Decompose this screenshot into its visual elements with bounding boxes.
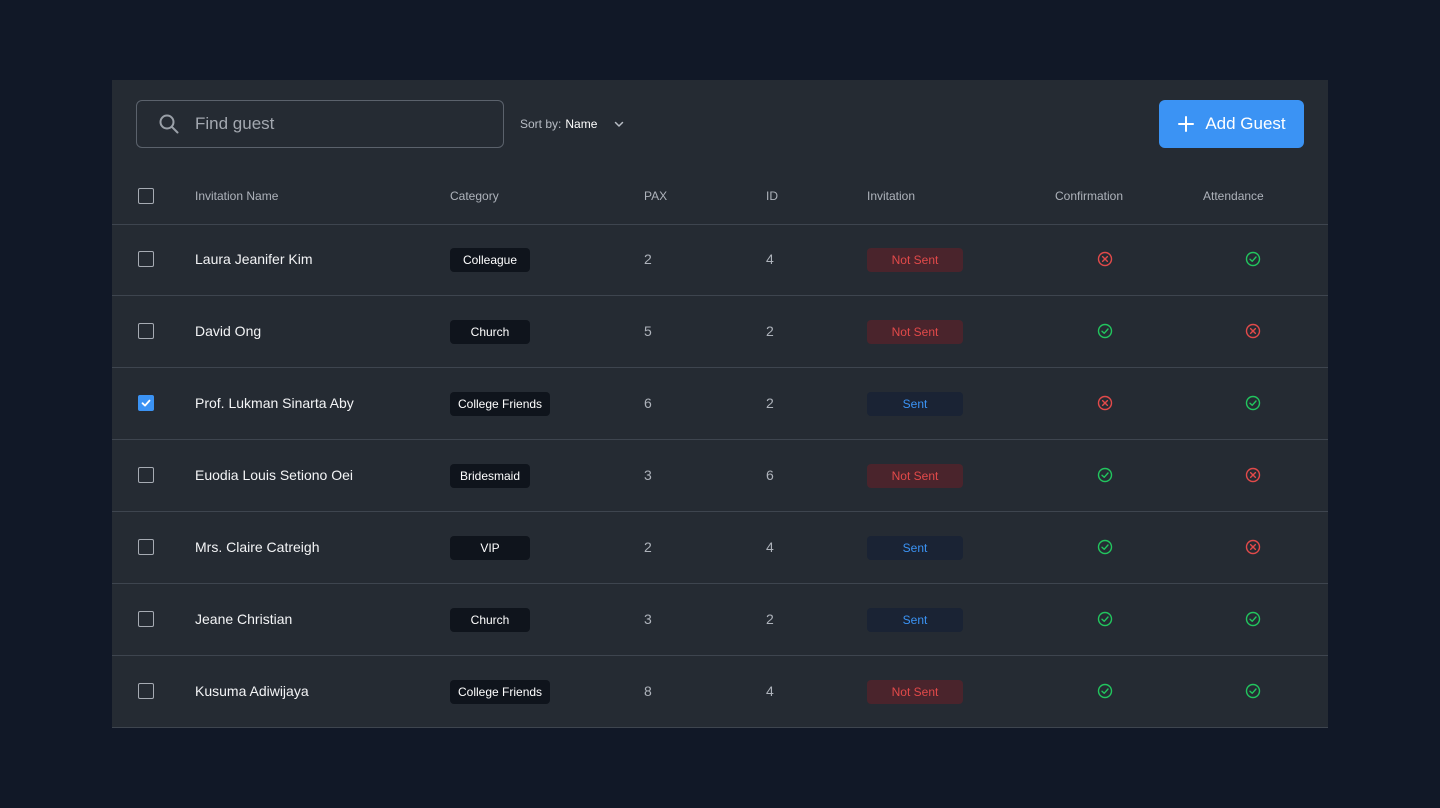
- guest-name: Laura Jeanifer Kim: [195, 251, 313, 267]
- pax-value: 5: [644, 323, 652, 339]
- check-circle-icon: [1245, 251, 1261, 267]
- select-all-checkbox[interactable]: [138, 188, 154, 204]
- guest-name: Mrs. Claire Catreigh: [195, 539, 320, 555]
- pax-value: 6: [644, 395, 652, 411]
- id-value: 2: [766, 611, 774, 627]
- column-header-category[interactable]: Category: [450, 189, 499, 203]
- table-row[interactable]: Laura Jeanifer Kim Colleague 2 4 Not Sent: [112, 224, 1328, 296]
- invitation-status-badge: Sent: [867, 392, 963, 416]
- x-circle-icon: [1097, 251, 1113, 267]
- category-badge: Church: [450, 608, 530, 632]
- column-header-attendance[interactable]: Attendance: [1203, 189, 1264, 203]
- category-badge: College Friends: [450, 680, 551, 704]
- sort-value: Name: [565, 117, 598, 131]
- table-header: Invitation Name Category PAX ID Invitati…: [112, 172, 1328, 225]
- pax-value: 3: [644, 467, 652, 483]
- row-checkbox[interactable]: [138, 611, 154, 627]
- table-row[interactable]: Euodia Louis Setiono Oei Bridesmaid 3 6 Not …: [112, 440, 1328, 512]
- row-checkbox[interactable]: [138, 323, 154, 339]
- category-badge: Colleague: [450, 248, 530, 272]
- table-row[interactable]: Mrs. Claire Catreigh VIP 2 4 Sent: [112, 512, 1328, 584]
- x-circle-icon: [1245, 539, 1261, 555]
- column-header-invitation[interactable]: Invitation: [867, 189, 916, 203]
- sort-dropdown[interactable]: Sort by: Name: [520, 114, 625, 134]
- guest-name: Prof. Lukman Sinarta Aby: [195, 395, 354, 411]
- pax-value: 2: [644, 251, 652, 267]
- guest-name: Euodia Louis Setiono Oei: [195, 467, 353, 483]
- row-checkbox[interactable]: [138, 683, 154, 699]
- search-icon: [158, 113, 180, 135]
- search-input[interactable]: [193, 113, 497, 135]
- guest-table-panel: Sort by: Name Add Guest Invitation Name …: [112, 80, 1328, 728]
- sort-label: Sort by:: [520, 117, 562, 131]
- id-value: 2: [766, 323, 774, 339]
- table-row[interactable]: Prof. Lukman Sinarta Aby College Friends 6…: [112, 368, 1328, 440]
- id-value: 4: [766, 251, 774, 267]
- check-circle-icon: [1097, 467, 1113, 483]
- invitation-status-badge: Not Sent: [867, 680, 963, 704]
- chevron-down-icon: [613, 118, 625, 130]
- column-header-pax[interactable]: PAX: [644, 189, 668, 203]
- guest-name: Jeane Christian: [195, 611, 293, 627]
- x-circle-icon: [1245, 323, 1261, 339]
- invitation-status-badge: Not Sent: [867, 464, 963, 488]
- guest-name: Kusuma Adiwijaya: [195, 683, 309, 699]
- check-circle-icon: [1097, 323, 1113, 339]
- invitation-status-badge: Not Sent: [867, 320, 963, 344]
- check-circle-icon: [1245, 395, 1261, 411]
- category-badge: VIP: [450, 536, 530, 560]
- check-circle-icon: [1097, 539, 1113, 555]
- id-value: 6: [766, 467, 774, 483]
- row-checkbox[interactable]: [138, 395, 154, 411]
- plus-icon: [1177, 115, 1195, 133]
- add-guest-label: Add Guest: [1205, 114, 1286, 133]
- row-checkbox[interactable]: [138, 539, 154, 555]
- row-checkbox[interactable]: [138, 467, 154, 483]
- category-badge: Bridesmaid: [450, 464, 530, 488]
- check-circle-icon: [1245, 683, 1261, 699]
- pax-value: 3: [644, 611, 652, 627]
- check-circle-icon: [1245, 611, 1261, 627]
- id-value: 4: [766, 539, 774, 555]
- id-value: 2: [766, 395, 774, 411]
- x-circle-icon: [1245, 467, 1261, 483]
- pax-value: 2: [644, 539, 652, 555]
- category-badge: College Friends: [450, 392, 551, 416]
- row-checkbox[interactable]: [138, 251, 154, 267]
- column-header-id[interactable]: ID: [766, 189, 778, 203]
- invitation-status-badge: Not Sent: [867, 248, 963, 272]
- invitation-status-badge: Sent: [867, 608, 963, 632]
- id-value: 4: [766, 683, 774, 699]
- table-row[interactable]: David Ong Church 5 2 Not Sent: [112, 296, 1328, 368]
- invitation-status-badge: Sent: [867, 536, 963, 560]
- category-badge: Church: [450, 320, 530, 344]
- column-header-confirmation[interactable]: Confirmation: [1055, 189, 1124, 203]
- table-row[interactable]: Kusuma Adiwijaya College Friends 8 4 Not Sen…: [112, 656, 1328, 728]
- search-box[interactable]: [136, 100, 504, 148]
- x-circle-icon: [1097, 395, 1113, 411]
- table-row[interactable]: Jeane Christian Church 3 2 Sent: [112, 584, 1328, 656]
- pax-value: 8: [644, 683, 652, 699]
- checkmark-icon: [140, 397, 152, 409]
- check-circle-icon: [1097, 683, 1113, 699]
- check-circle-icon: [1097, 611, 1113, 627]
- add-guest-button[interactable]: Add Guest: [1159, 100, 1304, 148]
- guest-name: David Ong: [195, 323, 262, 339]
- column-header-name[interactable]: Invitation Name: [195, 189, 279, 203]
